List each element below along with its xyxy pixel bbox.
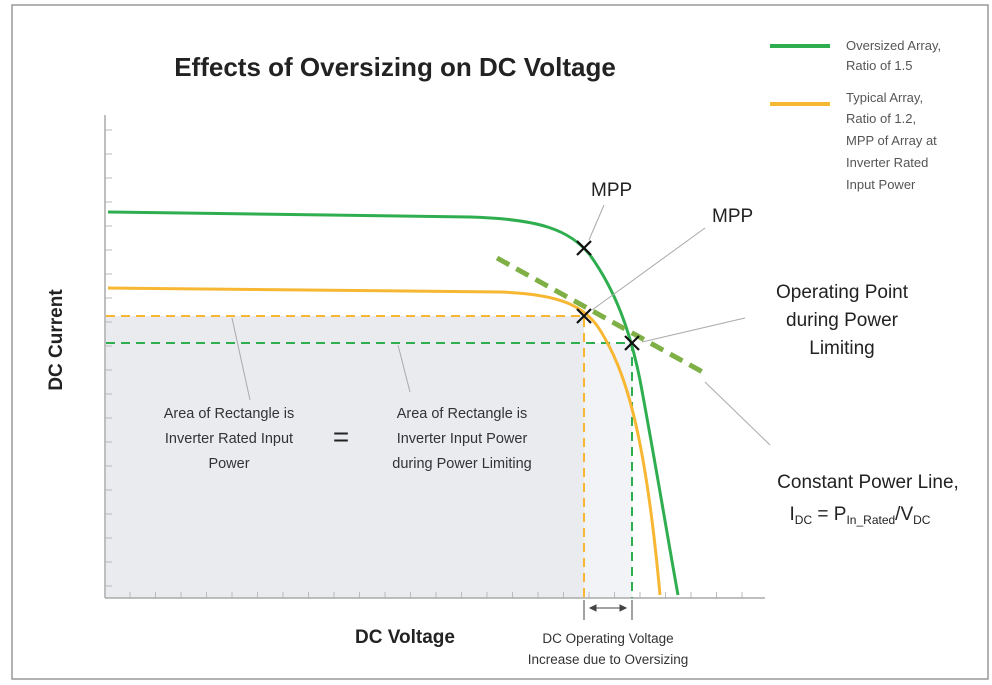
- title: Effects of Oversizing on DC Voltage: [174, 52, 616, 82]
- formula-part: DC: [913, 513, 931, 527]
- axis-ticks: [105, 129, 743, 598]
- area-label: Inverter Input Power: [397, 431, 528, 447]
- area-label: Inverter Rated Input: [165, 431, 293, 447]
- oversized-curve: [107, 210, 680, 596]
- x-axis-label: DC Voltage: [355, 627, 455, 648]
- pointer: [641, 317, 746, 343]
- mpp-label: MPP: [712, 206, 753, 227]
- formula: IDC = PIn_Rated/VDC: [790, 504, 931, 527]
- operating-label: during Power: [786, 310, 899, 331]
- dimension: [583, 600, 633, 620]
- formula-part: /V: [895, 504, 913, 525]
- formula-part: In_Rated: [846, 513, 895, 527]
- equals: =: [333, 421, 349, 452]
- legend-text: Typical Array,: [846, 90, 923, 105]
- rated-area: [106, 316, 584, 598]
- formula-part: = P: [812, 504, 846, 525]
- legend-text: Oversized Array,: [846, 38, 941, 53]
- increase-label: Increase due to Oversizing: [528, 652, 689, 667]
- legend-text: Ratio of 1.5: [846, 58, 913, 73]
- area-label: Area of Rectangle is: [397, 406, 528, 422]
- pointer: [588, 204, 605, 241]
- typical-guide: [106, 315, 585, 598]
- mpp-label: MPP: [591, 180, 632, 201]
- typical-curve: [107, 286, 662, 596]
- operating-label: Limiting: [809, 338, 874, 359]
- area-label: Power: [208, 456, 249, 472]
- pointer: [231, 317, 251, 401]
- operating-label: Operating Point: [776, 282, 909, 303]
- legend-text: Inverter Rated: [846, 155, 928, 170]
- markers: [576, 240, 640, 351]
- legend-text: Ratio of 1.2,: [846, 111, 916, 126]
- formula-part: I: [790, 504, 795, 525]
- operating-marker: [624, 335, 640, 351]
- formula-part: DC: [795, 513, 813, 527]
- constant-power-line: [495, 255, 710, 378]
- constant-power-label: Constant Power Line,: [777, 472, 959, 493]
- mpp-marker: [576, 240, 592, 256]
- pointer: [397, 344, 411, 393]
- area-label: Area of Rectangle is: [164, 406, 295, 422]
- increase-label: DC Operating Voltage: [542, 631, 673, 646]
- pointer: [704, 381, 771, 446]
- legend-text: Input Power: [846, 177, 916, 192]
- legend-text: MPP of Array at: [846, 133, 937, 148]
- y-axis-label: DC Current: [46, 289, 67, 391]
- area-label: during Power Limiting: [392, 456, 531, 472]
- mpp-marker: [576, 308, 592, 324]
- pointer: [591, 227, 706, 311]
